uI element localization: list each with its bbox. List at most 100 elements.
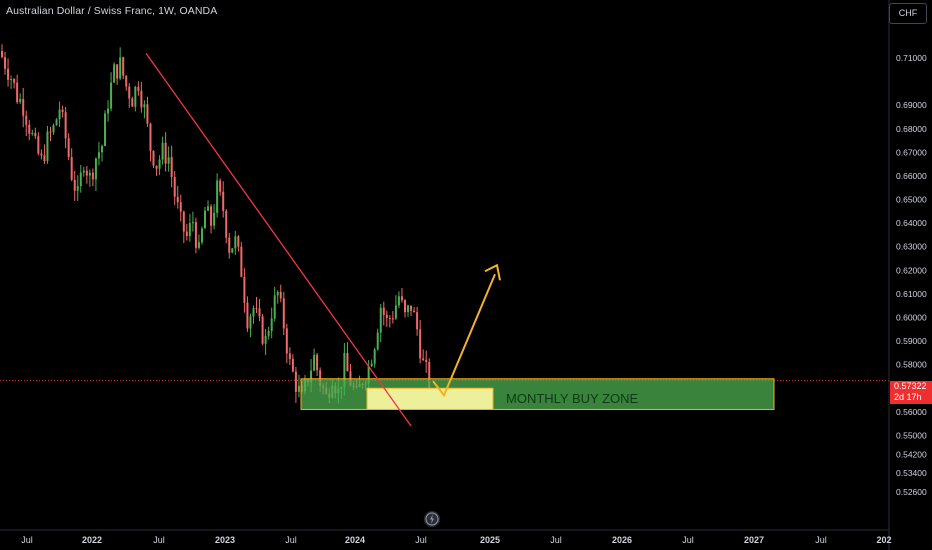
candle (1, 44, 3, 59)
candle-body (10, 78, 13, 80)
candle-body (316, 354, 319, 371)
candle-body (373, 349, 376, 364)
candle (58, 101, 61, 127)
time-tick-label: Jul (415, 535, 427, 545)
candle (82, 166, 85, 177)
candle-body (246, 302, 249, 329)
candle-body (216, 180, 219, 213)
candle-body (294, 371, 297, 392)
candle-body (34, 132, 37, 137)
candle-body (1, 50, 3, 58)
candle-body (204, 210, 207, 229)
candle-body (276, 291, 279, 296)
candle-body (143, 104, 146, 108)
candle (400, 288, 403, 303)
price-axis[interactable]: 0.71000 0.69000 0.68000 0.67000 0.66000 0.650… (896, 53, 927, 497)
candle (373, 347, 376, 368)
candle-body (46, 131, 49, 162)
candle (258, 298, 261, 322)
currency-button[interactable]: CHF (889, 3, 927, 24)
candle (155, 165, 158, 176)
candle (91, 168, 94, 187)
candle-body (270, 318, 273, 331)
candle (425, 350, 428, 373)
candle-body (394, 305, 397, 319)
candle (119, 47, 122, 81)
candle-body (207, 206, 210, 211)
candle (313, 348, 316, 372)
candle (88, 169, 91, 187)
candle-body (297, 385, 300, 392)
price-tick-label: 0.67000 (896, 147, 927, 157)
time-tick-label: 2022 (82, 535, 102, 545)
candle-body (40, 153, 43, 156)
candle-body (285, 328, 288, 354)
price-tick-label: 0.66000 (896, 171, 927, 181)
candle (16, 74, 19, 104)
candle-body (416, 312, 419, 330)
time-tick-label: Jul (285, 535, 297, 545)
time-tick-label: Jul (153, 535, 165, 545)
candle (216, 173, 219, 218)
candle-body (128, 86, 131, 99)
candle (200, 226, 203, 245)
candle-body (61, 109, 64, 113)
candle (137, 81, 140, 96)
price-tick-label: 0.63000 (896, 242, 927, 252)
candle-body (258, 308, 261, 317)
candle-body (125, 75, 128, 87)
candle-body (234, 236, 237, 249)
candle-body (146, 104, 149, 124)
tradingview-logo-icon[interactable] (424, 511, 440, 527)
candle-body (73, 179, 76, 191)
candle (28, 119, 31, 141)
candle-body (88, 172, 91, 176)
candle (297, 374, 300, 398)
candle (282, 291, 285, 336)
candle (228, 232, 231, 259)
candle-body (267, 330, 270, 336)
candle (52, 123, 55, 135)
candle (134, 85, 137, 112)
candle (234, 230, 237, 255)
candle-body (243, 276, 246, 303)
candle-body (313, 354, 316, 371)
candle-body (403, 300, 406, 313)
price-tick-label: 0.59000 (896, 336, 927, 346)
candle (261, 313, 264, 346)
candle-body (391, 318, 394, 320)
candle (107, 100, 110, 122)
candle (152, 150, 155, 168)
candle-body (422, 358, 425, 360)
candle (382, 301, 385, 326)
candle (143, 100, 146, 119)
projection-arrow (432, 273, 496, 398)
candle (43, 144, 46, 164)
candle (100, 144, 103, 162)
candle-body (94, 158, 97, 180)
candle-body (231, 248, 234, 253)
price-tick-label: 0.55000 (896, 430, 927, 440)
candle (125, 75, 128, 91)
price-tick-label: 0.68000 (896, 124, 927, 134)
candle (225, 208, 228, 244)
candle-body (104, 113, 107, 147)
candle-body (37, 136, 40, 154)
price-tick-label: 0.56000 (896, 407, 927, 417)
candle (255, 297, 258, 313)
candle (397, 291, 400, 309)
price-tick-label: 0.62000 (896, 265, 927, 275)
candle-body (58, 109, 61, 120)
candle-body (282, 298, 285, 329)
candle (110, 72, 113, 112)
candle (207, 200, 210, 212)
candle (34, 127, 37, 139)
time-axis[interactable]: Jul 2022 Jul 2023 Jul 2024 Jul 2025 Jul 2026 Jul 20… (21, 535, 891, 545)
candle (31, 129, 34, 136)
candle-body (7, 68, 10, 80)
candle-body (85, 170, 88, 176)
price-tick-label: 0.58000 (896, 360, 927, 370)
candle-body (213, 212, 216, 226)
candle-body (425, 359, 428, 362)
